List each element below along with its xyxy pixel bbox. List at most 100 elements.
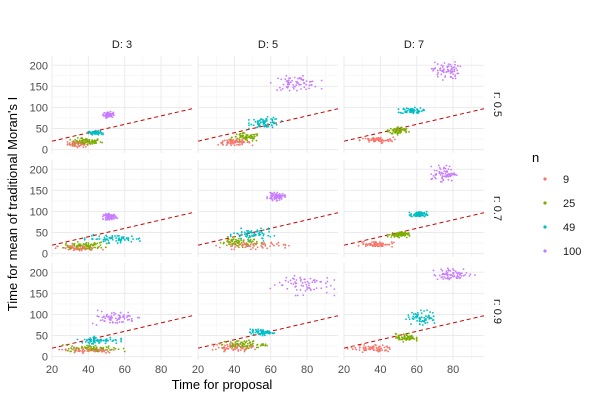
data-point: [416, 315, 419, 318]
data-point: [444, 167, 447, 170]
data-point: [351, 348, 354, 351]
x-tick-label: 20: [46, 364, 58, 376]
legend-key: [543, 249, 547, 253]
data-point: [67, 347, 70, 350]
data-point: [312, 279, 315, 282]
data-point: [252, 238, 255, 241]
data-point: [305, 83, 308, 86]
data-point: [388, 233, 391, 236]
data-point: [86, 346, 88, 349]
data-point: [294, 85, 296, 88]
data-point: [100, 350, 103, 353]
data-point: [454, 77, 457, 80]
data-point: [418, 323, 421, 326]
data-point: [439, 168, 442, 171]
data-point: [280, 196, 283, 199]
data-point: [417, 313, 419, 316]
data-point: [239, 141, 241, 144]
data-point: [107, 316, 109, 318]
data-point: [73, 141, 76, 144]
data-point: [280, 284, 283, 287]
data-point: [273, 284, 276, 286]
data-point: [71, 345, 73, 348]
data-point: [242, 140, 244, 142]
y-tick-label: 200: [30, 60, 48, 72]
data-point: [58, 348, 61, 351]
data-point: [438, 166, 441, 169]
data-point: [373, 349, 376, 351]
data-point: [248, 344, 251, 347]
data-point: [423, 215, 426, 218]
data-point: [380, 140, 383, 143]
data-point: [127, 237, 130, 239]
data-point: [243, 233, 246, 236]
data-point: [384, 243, 386, 246]
data-point: [269, 287, 272, 290]
data-point: [273, 332, 276, 334]
reference-line: [343, 315, 485, 349]
data-point: [454, 63, 456, 66]
data-point: [242, 342, 244, 345]
facet-panel: [197, 56, 339, 153]
data-point: [447, 70, 450, 73]
data-point: [123, 317, 126, 320]
data-point: [102, 218, 105, 221]
data-point: [104, 342, 107, 345]
data-point: [248, 234, 251, 237]
data-point: [424, 322, 427, 325]
data-point: [76, 244, 79, 247]
data-point: [215, 244, 218, 247]
data-point: [123, 238, 126, 241]
data-point: [79, 349, 82, 352]
data-point: [295, 84, 298, 86]
data-point: [391, 132, 394, 135]
data-point: [296, 89, 298, 92]
data-point: [410, 323, 412, 325]
data-point: [419, 107, 422, 109]
data-point: [77, 347, 80, 350]
data-point: [93, 241, 96, 244]
data-point: [102, 315, 105, 318]
data-point: [245, 232, 247, 235]
data-point: [414, 212, 417, 215]
data-point: [453, 70, 456, 73]
data-point: [459, 276, 462, 279]
data-point: [302, 294, 305, 297]
data-point: [256, 230, 258, 233]
data-point: [273, 234, 276, 237]
data-point: [116, 319, 118, 322]
data-point: [74, 349, 77, 352]
data-point: [459, 65, 462, 68]
data-point: [456, 272, 459, 275]
data-point: [111, 112, 114, 115]
data-point: [259, 118, 262, 121]
data-point: [114, 312, 117, 315]
data-point: [75, 247, 78, 250]
data-point: [377, 350, 380, 353]
data-point: [443, 276, 446, 278]
data-point: [333, 279, 336, 281]
data-point: [395, 235, 398, 237]
data-point: [74, 138, 77, 141]
data-point: [270, 118, 272, 120]
data-point: [456, 69, 459, 72]
data-point: [223, 344, 226, 347]
data-point: [272, 116, 275, 119]
data-point: [254, 348, 256, 351]
data-point: [223, 340, 226, 343]
data-point: [95, 324, 98, 326]
data-point: [284, 194, 287, 196]
data-point: [333, 294, 336, 297]
data-point: [88, 248, 91, 251]
data-point: [121, 236, 124, 238]
data-point: [253, 133, 256, 136]
data-point: [99, 244, 102, 247]
data-point: [375, 241, 378, 244]
data-point: [232, 139, 235, 141]
data-point: [221, 343, 224, 346]
data-point: [102, 346, 105, 349]
data-point: [300, 77, 302, 80]
data-point: [95, 139, 98, 142]
data-point: [236, 137, 239, 140]
